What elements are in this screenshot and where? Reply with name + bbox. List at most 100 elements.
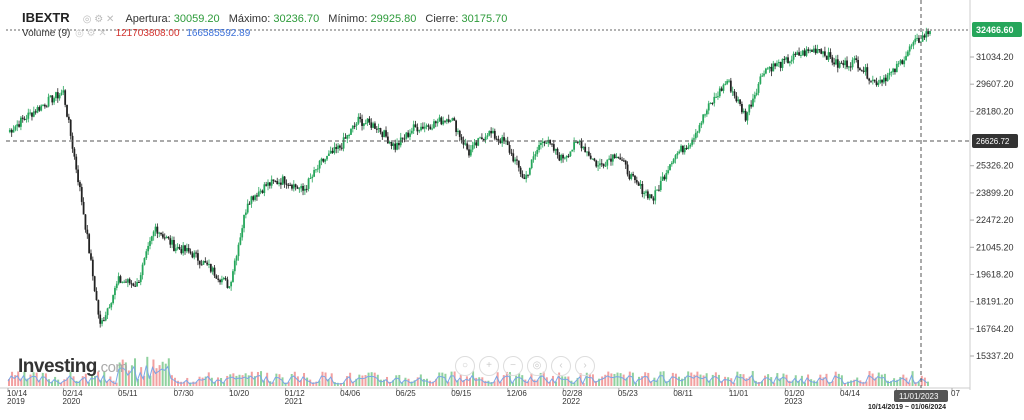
volume-bar — [490, 382, 493, 386]
volume-bar — [432, 381, 435, 386]
volume-bar — [232, 373, 235, 386]
volume-bar — [896, 379, 899, 386]
volume-bar — [54, 376, 57, 386]
candle-body — [584, 146, 587, 153]
candle-body — [905, 55, 907, 61]
volume-bar — [250, 371, 253, 386]
candle-body — [770, 66, 773, 72]
candle-body — [519, 167, 522, 174]
candle-body — [670, 162, 673, 165]
candle-body — [886, 75, 889, 82]
volume-bar — [742, 374, 745, 386]
candle-body — [746, 112, 749, 121]
volume-bar — [650, 381, 653, 386]
eye-icon[interactable]: ◎ ⚙ ✕ — [82, 14, 115, 25]
volume-bar — [342, 382, 345, 386]
candle-body — [346, 135, 349, 139]
candle-body — [787, 57, 789, 64]
x-tick-year: 2020 — [63, 397, 81, 406]
move-right-icon[interactable]: › — [575, 356, 595, 376]
candle-body — [180, 249, 183, 254]
volume-bar — [241, 375, 244, 386]
candle-body — [263, 184, 266, 194]
candle-body — [883, 77, 885, 83]
candle-body — [689, 144, 692, 147]
volume-average-line — [7, 365, 928, 386]
volume-bar — [773, 382, 776, 386]
candle-body — [916, 37, 918, 39]
settings-icon[interactable]: ◎ ⚙ ✕ — [75, 28, 107, 39]
candle-body — [278, 182, 280, 185]
candle-body — [790, 59, 793, 62]
volume-bar — [106, 381, 109, 386]
candle-body — [702, 114, 705, 123]
candle-body — [222, 277, 225, 280]
volume-bar — [321, 371, 324, 386]
volume-bar — [868, 371, 871, 386]
candle-body — [294, 184, 297, 187]
y-tick-label: 21045.20 — [976, 242, 1014, 252]
x-tick-label: 10/20 — [229, 389, 250, 398]
candle-body — [60, 92, 63, 95]
candle-body — [300, 185, 303, 189]
volume-bar — [118, 362, 121, 386]
volume-bar — [561, 376, 564, 386]
volume-bar — [216, 377, 219, 386]
candle-body — [58, 94, 61, 99]
volume-bar — [100, 380, 103, 386]
candle-body — [811, 50, 813, 52]
candle-body — [691, 139, 694, 145]
candle-body — [479, 137, 481, 139]
candle-body — [12, 129, 15, 133]
volume-bar — [671, 372, 674, 386]
candle-body — [764, 68, 767, 74]
candle-body — [326, 155, 328, 160]
candle-body — [643, 192, 646, 195]
candle-body — [602, 163, 605, 167]
candle-body — [259, 190, 262, 192]
candle-body — [442, 120, 445, 125]
candle-body — [807, 49, 810, 51]
volume-bar — [155, 368, 158, 386]
candle-body — [272, 179, 275, 181]
candle-body — [724, 83, 727, 85]
candle-body — [401, 137, 404, 139]
zoom-in-icon[interactable]: + — [479, 356, 499, 376]
volume-bar — [229, 374, 232, 386]
candle-body — [187, 248, 190, 252]
candle-body — [289, 184, 292, 186]
candle-body — [403, 138, 406, 140]
candle-body — [685, 148, 688, 150]
volume-bar — [204, 376, 207, 386]
candle-body — [838, 62, 841, 68]
candle-body — [516, 159, 518, 161]
move-left-icon[interactable]: ‹ — [551, 356, 571, 376]
zoom-out-icon[interactable]: − — [503, 356, 523, 376]
volume-bar — [269, 381, 272, 386]
candle-body — [132, 283, 135, 286]
zoom-fit-icon[interactable]: ◎ — [527, 356, 547, 376]
candle-body — [477, 138, 480, 146]
candle-body — [383, 130, 386, 138]
volume-bar — [677, 376, 680, 386]
volume-bar — [429, 380, 432, 386]
volume-bar — [253, 376, 256, 386]
candle-body — [381, 132, 384, 138]
volume-bar — [674, 373, 677, 386]
candle-body — [814, 48, 817, 54]
candle-body — [104, 315, 107, 321]
candle-body — [870, 80, 872, 82]
candle-body — [901, 60, 904, 65]
candle-body — [800, 54, 802, 56]
volume-bar — [539, 372, 542, 386]
candle-body — [256, 195, 258, 197]
candle-body — [425, 125, 428, 127]
volume-bar — [484, 380, 487, 386]
volume-value-2: 166585592.89 — [186, 28, 251, 39]
high-value: 30236.70 — [273, 13, 320, 25]
candle-body — [844, 60, 847, 66]
circle-icon[interactable]: ○ — [455, 356, 475, 376]
candle-body — [243, 214, 245, 229]
volume-bar — [183, 381, 186, 386]
